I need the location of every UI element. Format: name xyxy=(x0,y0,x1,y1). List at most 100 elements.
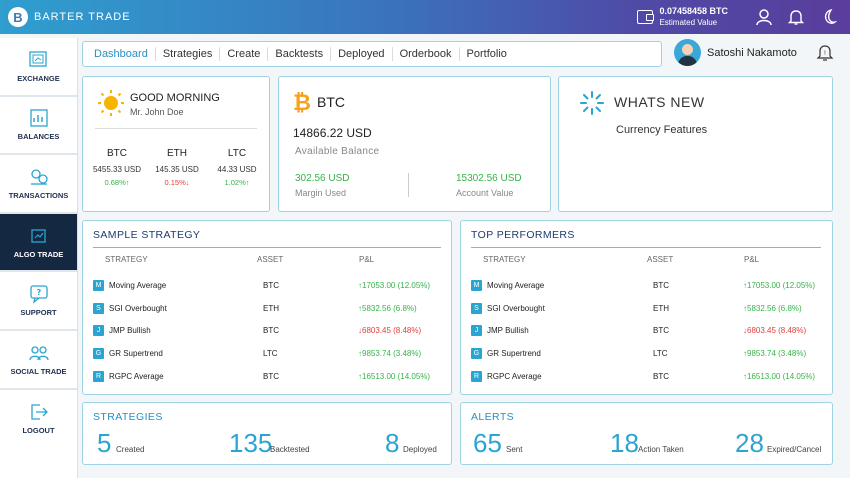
account-value: 15302.56 USD Account Value xyxy=(456,173,522,198)
table-row[interactable]: S SGI Overbought ETH ↑5832.56 (6.8%) xyxy=(471,303,826,317)
coin-change: 0.68%↑ xyxy=(104,178,130,187)
balances-icon xyxy=(29,109,48,128)
table-row[interactable]: J JMP Bullish BTC ↓6803.45 (8.48%) xyxy=(93,325,443,339)
sidebar-item-algo-trade[interactable]: ALGO TRADE xyxy=(0,213,77,273)
table-row[interactable]: S SGI Overbought ETH ↑5832.56 (6.8%) xyxy=(93,303,443,317)
account-value-label: Account Value xyxy=(456,188,514,198)
main-tabs: Dashboard Strategies Create Backtests De… xyxy=(82,41,662,67)
strategy-asset: BTC xyxy=(263,326,279,335)
svg-text:?: ? xyxy=(36,288,41,297)
column-header: STRATEGY xyxy=(105,255,148,264)
available-balance-value: 14866.22 USD xyxy=(293,126,372,140)
user-name: Satoshi Nakamoto xyxy=(707,46,797,59)
bitcoin-icon: ₿ xyxy=(293,91,311,114)
margin-used-value: 302.56 USD xyxy=(295,173,350,184)
margin-used: 302.56 USD Margin Used xyxy=(295,173,349,198)
sidebar-item-exchange[interactable]: EXCHANGE xyxy=(0,38,77,97)
divider xyxy=(93,247,441,248)
sidebar-item-balances[interactable]: BALANCES xyxy=(0,97,77,156)
tab-backtests[interactable]: Backtests xyxy=(268,47,332,61)
alerts-expired-label: Expired/Cancel xyxy=(767,445,822,454)
btc-card-title: BTC xyxy=(317,94,345,110)
brand-logo-icon: B xyxy=(8,7,28,27)
strategies-created-count: 5 xyxy=(97,428,112,458)
sidebar-item-logout[interactable]: LOGOUT xyxy=(0,390,77,449)
notification-bell-icon[interactable] xyxy=(780,8,812,26)
tab-create[interactable]: Create xyxy=(220,47,269,61)
whats-new-card[interactable]: WHATS NEW Currency Features xyxy=(558,76,833,212)
coin-btc[interactable]: BTC 5455.33 USD 0.68%↑ xyxy=(87,148,147,187)
btc-balance-card: ₿ BTC 14866.22 USD Available Balance 302… xyxy=(278,76,551,212)
svg-text:₿: ₿ xyxy=(293,91,311,114)
loading-spinner-icon xyxy=(580,91,604,115)
greeting-name: Mr. John Doe xyxy=(130,107,184,117)
sidebar-item-label: LOGOUT xyxy=(22,426,55,436)
strategy-badge: M xyxy=(471,280,482,291)
table-row[interactable]: R RGPC Average BTC ↑16513.00 (14.05%) xyxy=(93,371,443,385)
column-header: P&L xyxy=(359,255,375,264)
table-row[interactable]: J JMP Bullish BTC ↓6803.45 (8.48%) xyxy=(471,325,826,339)
sidebar-item-transactions[interactable]: TRANSACTIONS xyxy=(0,155,77,214)
strategies-stats-card[interactable]: STRATEGIES 5 Created 135 Backtested 8 De… xyxy=(82,402,452,465)
tab-dashboard[interactable]: Dashboard xyxy=(87,47,156,61)
coin-eth[interactable]: ETH 145.35 USD 0.15%↓ xyxy=(147,148,207,187)
svg-text:!: ! xyxy=(824,50,826,57)
account-value-value: 15302.56 USD xyxy=(456,173,522,184)
strategy-badge: J xyxy=(93,325,104,336)
coin-price: 44.33 USD xyxy=(217,165,257,174)
table-row[interactable]: M Moving Average BTC ↑17053.00 (12.05%) xyxy=(471,280,826,294)
strategy-asset: BTC xyxy=(263,281,279,290)
alerts-stats-card[interactable]: ALERTS 65 Sent 18 Action Taken 28 Expire… xyxy=(460,402,833,465)
dark-mode-moon-icon[interactable] xyxy=(812,8,844,26)
user-profile-icon[interactable] xyxy=(748,8,780,26)
sidebar-item-label: ALGO TRADE xyxy=(13,249,64,259)
strategy-name: JMP Bullish xyxy=(109,326,151,335)
greeting-card: GOOD MORNING Mr. John Doe BTC 5455.33 US… xyxy=(82,76,270,212)
strategy-asset: ETH xyxy=(263,304,279,313)
tab-deployed[interactable]: Deployed xyxy=(331,47,393,61)
tab-orderbook[interactable]: Orderbook xyxy=(393,47,460,61)
strategy-pl: ↑17053.00 (12.05%) xyxy=(743,281,816,290)
strategies-backtested-count: 135 xyxy=(229,428,273,458)
strategies-created-label: Created xyxy=(116,445,145,454)
alerts-action-taken-count: 18 xyxy=(610,428,639,458)
sidebar-item-label: EXCHANGE xyxy=(17,73,60,83)
table-row[interactable]: M Moving Average BTC ↑17053.00 (12.05%) xyxy=(93,280,443,294)
strategy-pl: ↑17053.00 (12.05%) xyxy=(358,281,431,290)
tab-strategies[interactable]: Strategies xyxy=(156,47,221,61)
coin-name: ETH xyxy=(167,148,187,159)
strategy-name: RGPC Average xyxy=(487,372,542,381)
strategies-backtested-label: Backtested xyxy=(270,445,310,454)
strategy-asset: ETH xyxy=(653,304,669,313)
sidebar-item-support[interactable]: ? SUPPORT xyxy=(0,272,77,331)
table-row[interactable]: G GR Supertrend LTC ↑9853.74 (3.48%) xyxy=(93,348,443,362)
sidebar-item-label: SUPPORT xyxy=(20,308,57,318)
greeting-title: GOOD MORNING xyxy=(130,92,220,104)
strategy-pl: ↑5832.56 (6.8%) xyxy=(358,304,417,313)
sidebar-item-social-trade[interactable]: SOCIAL TRADE xyxy=(0,331,77,390)
alerts-action-taken-label: Action Taken xyxy=(638,445,684,454)
user-menu[interactable]: Satoshi Nakamoto xyxy=(674,39,797,66)
estimated-value[interactable]: 0.07458458 BTC Estimated Value xyxy=(637,6,728,28)
brand-name: BARTER TRADE xyxy=(34,11,131,23)
strategy-name: GR Supertrend xyxy=(109,349,163,358)
strategy-name: SGI Overbought xyxy=(487,304,545,313)
strategy-badge: R xyxy=(471,371,482,382)
strategy-pl: ↑9853.74 (3.48%) xyxy=(358,349,422,358)
table-row[interactable]: R RGPC Average BTC ↑16513.00 (14.05%) xyxy=(471,371,826,385)
coin-price: 145.35 USD xyxy=(155,165,199,174)
table-row[interactable]: G GR Supertrend LTC ↑9853.74 (3.48%) xyxy=(471,348,826,362)
tab-portfolio[interactable]: Portfolio xyxy=(466,48,507,60)
strategy-asset: LTC xyxy=(653,349,668,358)
strategy-name: SGI Overbought xyxy=(109,304,167,313)
section-title: TOP PERFORMERS xyxy=(471,229,575,241)
whats-new-title: WHATS NEW xyxy=(614,94,705,110)
brand-logo[interactable]: B BARTER TRADE xyxy=(8,7,131,27)
wallet-icon xyxy=(637,10,655,24)
strategy-pl: ↑16513.00 (14.05%) xyxy=(743,372,816,381)
coin-ltc[interactable]: LTC 44.33 USD 1.02%↑ xyxy=(207,148,267,187)
section-title: STRATEGIES xyxy=(93,411,163,423)
strategy-badge: S xyxy=(93,303,104,314)
alert-bell-icon[interactable]: ! xyxy=(816,42,834,67)
estimated-value-label: Estimated Value xyxy=(659,18,718,27)
